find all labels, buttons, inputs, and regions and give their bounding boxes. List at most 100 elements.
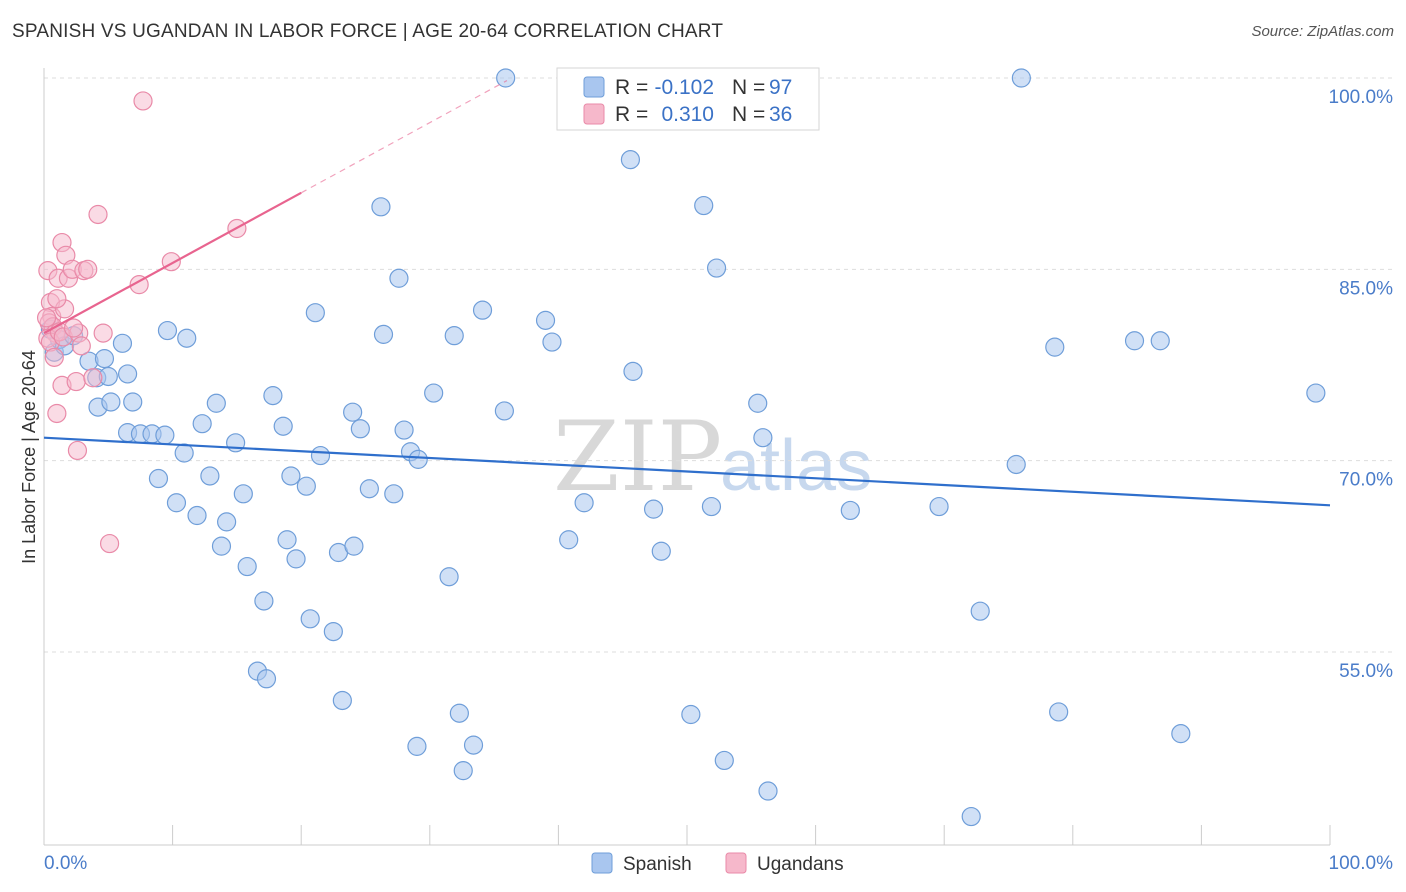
spanish-point-19 xyxy=(166,493,187,513)
spanish-point-86 xyxy=(970,601,990,621)
spanish-point-40 xyxy=(305,303,325,323)
spanish-point-17 xyxy=(177,328,197,348)
ugandan-point-34 xyxy=(63,318,84,338)
spanish-points xyxy=(40,68,1326,827)
spanish-point-52 xyxy=(389,268,409,288)
spanish-point-28 xyxy=(233,484,253,504)
spanish-point-83 xyxy=(840,500,860,521)
spanish-point-6 xyxy=(94,349,115,369)
spanish-point-68 xyxy=(559,530,579,550)
watermark: ZIP atlas xyxy=(553,401,872,513)
spanish-point-92 xyxy=(1150,331,1170,351)
ugandan-point-22 xyxy=(67,440,88,461)
legend-swatch-spanish xyxy=(583,76,605,98)
source-label: Source: ZipAtlas.com xyxy=(1251,23,1394,40)
spanish-point-79 xyxy=(714,750,734,771)
spanish-point-39 xyxy=(300,609,320,629)
legend-r-label-spanish: R = xyxy=(615,76,648,99)
ugandan-point-29 xyxy=(129,275,149,295)
bottom-legend: Spanish Ugandans xyxy=(591,852,844,875)
spanish-point-41 xyxy=(310,445,331,466)
bottom-legend-label-spanish: Spanish xyxy=(623,854,692,875)
spanish-point-42 xyxy=(323,621,343,642)
y-axis-label: In Labor Force | Age 20-64 xyxy=(19,350,39,564)
spanish-point-23 xyxy=(200,466,220,486)
spanish-point-34 xyxy=(273,416,293,436)
y-tick-labels: 55.0% 70.0% 85.0% 100.0% xyxy=(1329,87,1394,682)
spanish-point-56 xyxy=(407,736,427,756)
spanish-point-91 xyxy=(1124,331,1145,351)
spanish-point-85 xyxy=(961,806,981,827)
spanish-point-24 xyxy=(206,393,226,413)
spanish-point-61 xyxy=(453,761,473,781)
spanish-point-45 xyxy=(343,402,363,422)
spanish-point-81 xyxy=(753,428,773,448)
spanish-point-74 xyxy=(651,541,671,561)
spanish-point-18 xyxy=(148,468,169,489)
spanish-point-26 xyxy=(211,536,232,556)
spanish-point-73 xyxy=(643,499,664,519)
legend-r-label-ugandan: R = xyxy=(615,103,648,126)
spanish-point-36 xyxy=(281,466,301,486)
spanish-point-57 xyxy=(424,383,444,403)
spanish-point-22 xyxy=(192,414,212,434)
correlation-legend: R = -0.102 N = 97 R = 0.310 N = 36 xyxy=(556,67,820,131)
spanish-point-89 xyxy=(1045,337,1065,357)
spanish-point-64 xyxy=(494,401,514,421)
spanish-point-69 xyxy=(574,493,594,513)
spanish-point-47 xyxy=(350,419,370,439)
spanish-point-11 xyxy=(123,392,143,412)
spanish-point-80 xyxy=(748,393,768,413)
y-tick-label-70: 70.0% xyxy=(1339,470,1393,491)
spanish-point-32 xyxy=(256,669,277,689)
spanish-point-31 xyxy=(254,591,274,611)
ugandan-trend-line xyxy=(43,191,302,335)
spanish-point-15 xyxy=(155,425,175,445)
spanish-point-51 xyxy=(384,484,404,504)
y-tick-label-85: 85.0% xyxy=(1339,278,1393,299)
spanish-point-55 xyxy=(408,449,428,469)
spanish-point-29 xyxy=(237,556,257,577)
x-tick-marks xyxy=(172,825,1331,845)
bottom-legend-label-ugandans: Ugandans xyxy=(757,854,844,875)
legend-n-label-ugandan: N = xyxy=(732,103,765,126)
spanish-point-66 xyxy=(535,310,556,330)
spanish-point-63 xyxy=(472,300,493,320)
spanish-point-48 xyxy=(359,479,379,499)
spanish-point-90 xyxy=(1049,702,1069,722)
spanish-point-10 xyxy=(117,364,138,384)
y-tick-label-55: 55.0% xyxy=(1339,661,1393,682)
spanish-point-87 xyxy=(1006,454,1026,475)
x-tick-label-0: 0.0% xyxy=(44,853,87,874)
spanish-point-37 xyxy=(286,549,306,569)
ugandan-point-21 xyxy=(71,336,91,356)
spanish-point-59 xyxy=(444,326,464,346)
spanish-point-53 xyxy=(394,420,414,440)
ugandan-trend-extension xyxy=(300,80,508,194)
spanish-trend-line xyxy=(43,436,1331,507)
spanish-point-9 xyxy=(101,392,121,412)
ugandan-point-33 xyxy=(36,308,57,328)
spanish-point-77 xyxy=(701,496,722,517)
spanish-point-67 xyxy=(542,332,562,352)
spanish-point-60 xyxy=(449,703,469,723)
watermark-atlas: atlas xyxy=(720,426,872,506)
spanish-point-38 xyxy=(296,476,316,496)
legend-n-label-spanish: N = xyxy=(732,76,765,99)
chart-title: SPANISH VS UGANDAN IN LABOR FORCE | AGE … xyxy=(12,21,724,42)
trend-lines xyxy=(43,80,1331,507)
ugandan-point-9 xyxy=(47,403,67,424)
spanish-point-65 xyxy=(496,68,516,88)
legend-swatch-ugandan xyxy=(583,103,605,125)
spanish-point-35 xyxy=(277,530,297,550)
spanish-point-20 xyxy=(174,443,194,463)
ugandan-points xyxy=(36,91,247,554)
spanish-point-46 xyxy=(344,536,364,556)
ugandan-point-26 xyxy=(88,204,108,225)
ugandan-point-25 xyxy=(83,368,103,388)
spanish-point-62 xyxy=(463,735,484,755)
spanish-point-93 xyxy=(1171,724,1191,744)
spanish-point-33 xyxy=(263,386,283,406)
ugandan-point-24 xyxy=(78,259,98,279)
